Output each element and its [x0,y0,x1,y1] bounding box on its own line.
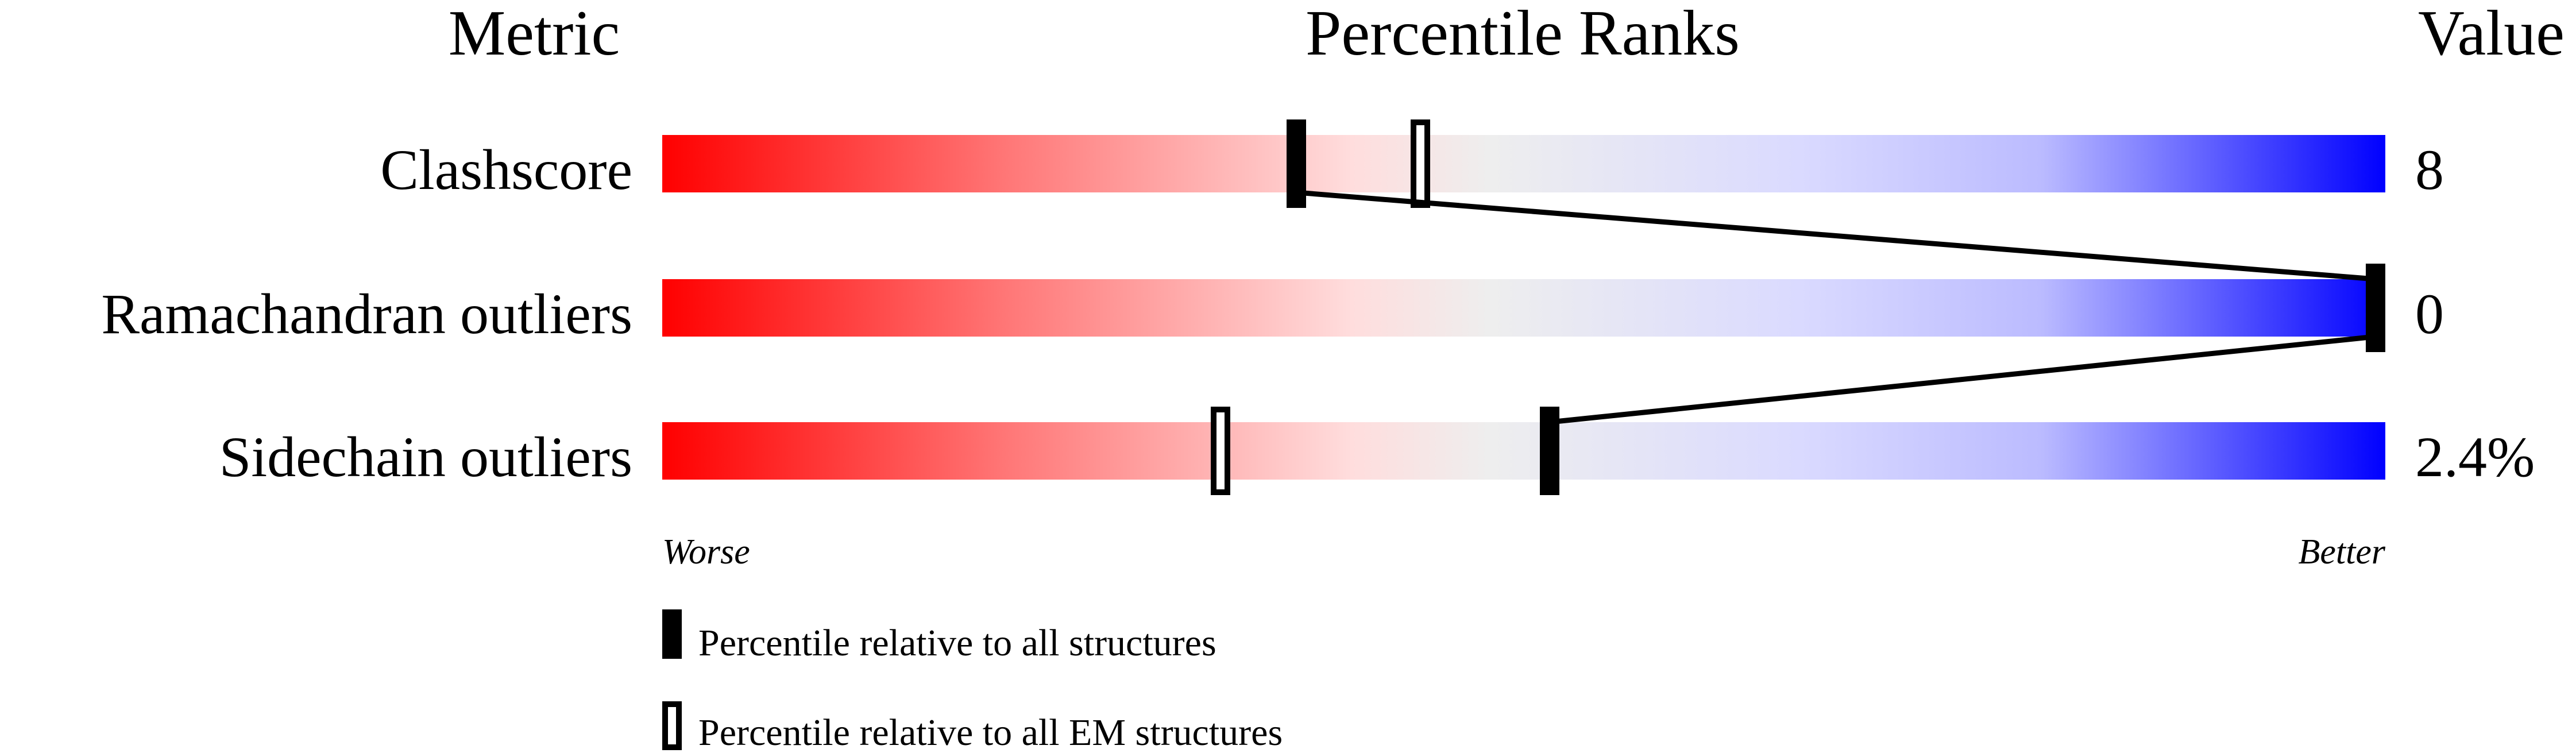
legend-all-label: Percentile relative to all structures [698,622,1216,664]
metric-label: Ramachandran outliers [101,282,632,346]
metric-row-clashscore: Clashscore 8 [380,119,2444,208]
header-percentile-ranks: Percentile Ranks [1306,0,1740,69]
metric-row-sidechain-outliers: Sidechain outliers 2.4% [219,407,2535,495]
legend-em-marker [662,701,682,750]
marker-em-structures [1211,407,1230,495]
axis-label-worse: Worse [662,532,750,571]
axis-label-better: Better [2299,532,2386,571]
metric-row-ramachandran-outliers: Ramachandran outliers 0 [101,264,2444,352]
metric-label: Sidechain outliers [219,425,632,489]
metric-value: 0 [2415,282,2444,346]
metric-label: Clashscore [380,138,632,202]
legend-all-marker [662,609,682,659]
percentile-bar [662,279,2385,337]
marker-em-structures [1411,119,1430,208]
connector-line [1549,334,2376,425]
percentile-bar [662,135,2385,192]
connector-line [1296,190,2376,282]
legend-em-label: Percentile relative to all EM structures [698,712,1283,753]
header-value: Value [2418,0,2565,69]
header-metric: Metric [449,0,620,69]
metric-value: 8 [2415,138,2444,202]
percentile-bar [662,422,2385,480]
metric-value: 2.4% [2415,425,2535,489]
